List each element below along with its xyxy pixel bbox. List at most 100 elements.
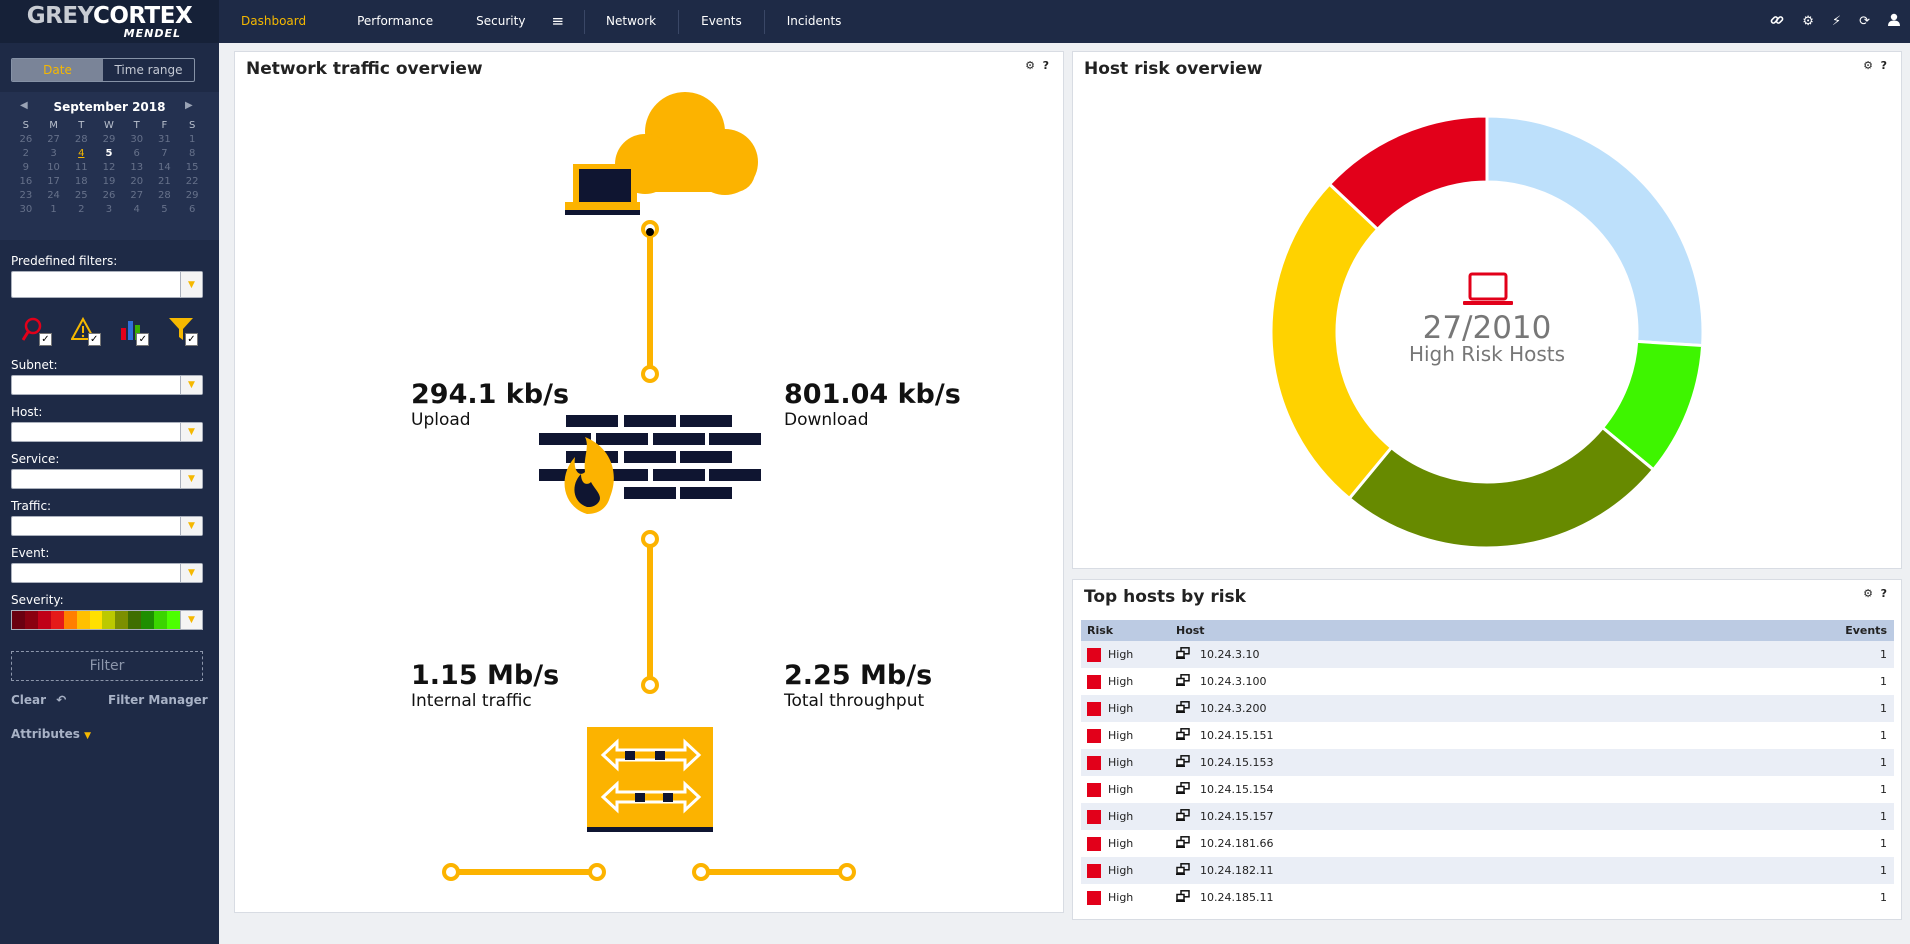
chevron-down-icon[interactable]: ▼	[180, 470, 202, 488]
calendar-day[interactable]: 19	[102, 176, 116, 187]
calendar-day[interactable]: 8	[188, 148, 196, 159]
brand-logo[interactable]: GREYCORTEX MENDEL	[0, 0, 219, 43]
hamburger-icon[interactable]: ≡	[551, 12, 565, 30]
attributes-dropdown[interactable]: Attributes ▼	[11, 727, 91, 741]
tab-performance[interactable]: Performance	[357, 14, 434, 28]
filter-button[interactable]: Filter	[11, 651, 203, 681]
calendar-day[interactable]: 10	[47, 162, 60, 173]
severity-select[interactable]: ▼	[11, 610, 203, 630]
calendar-day[interactable]: 17	[47, 176, 60, 187]
calendar-day[interactable]: 2	[22, 148, 30, 159]
calendar-day[interactable]: 30	[130, 134, 144, 145]
table-row[interactable]: High 10.24.15.157 1	[1081, 803, 1894, 830]
help-icon[interactable]: ?	[1042, 59, 1049, 72]
date-toggle-date[interactable]: Date	[12, 59, 103, 81]
traffic-select[interactable]: ▼	[11, 516, 203, 536]
gear-icon[interactable]: ⚙	[1863, 59, 1873, 72]
calendar-day[interactable]: 3	[50, 148, 57, 159]
host-address[interactable]: 10.24.15.154	[1200, 783, 1274, 796]
host-select[interactable]: ▼	[11, 422, 203, 442]
calendar-day[interactable]: 9	[22, 162, 30, 173]
calendar-day[interactable]: 31	[158, 134, 171, 145]
gear-icon[interactable]: ⚙	[1863, 587, 1873, 600]
predefined-filters-select[interactable]: ▼	[11, 271, 203, 298]
table-row[interactable]: High 10.24.185.11 1	[1081, 884, 1894, 911]
calendar-day[interactable]: 1	[50, 204, 57, 215]
calendar-day[interactable]: 4	[78, 148, 85, 159]
table-row[interactable]: High 10.24.15.153 1	[1081, 749, 1894, 776]
service-select[interactable]: ▼	[11, 469, 203, 489]
column-header-events[interactable]: Events	[1845, 624, 1887, 637]
table-row[interactable]: High 10.24.15.154 1	[1081, 776, 1894, 803]
calendar-day[interactable]: 22	[185, 176, 199, 187]
gear-icon[interactable]: ⚙	[1025, 59, 1035, 72]
filter-manager-link[interactable]: Filter Manager	[108, 693, 208, 707]
chart-icon[interactable]: ✓	[119, 316, 150, 346]
calendar-day[interactable]: 3	[105, 204, 113, 215]
calendar-day[interactable]: 23	[19, 190, 33, 201]
host-address[interactable]: 10.24.182.11	[1200, 864, 1274, 877]
calendar-day[interactable]: 27	[47, 134, 60, 145]
calendar-day[interactable]: 2	[78, 204, 85, 215]
calendar-day[interactable]: 25	[74, 190, 88, 201]
calendar-day[interactable]: 24	[47, 190, 60, 201]
host-address[interactable]: 10.24.181.66	[1200, 837, 1274, 850]
calendar-day[interactable]: 26	[102, 190, 116, 201]
chevron-down-icon[interactable]: ▼	[180, 423, 202, 441]
calendar-day[interactable]: 21	[158, 176, 171, 187]
calendar-day[interactable]: 4	[133, 204, 140, 215]
calendar-day[interactable]: 27	[130, 190, 144, 201]
settings-icon[interactable]: ⚙	[1802, 14, 1814, 29]
table-row[interactable]: High 10.24.3.100 1	[1081, 668, 1894, 695]
calendar-day[interactable]: 29	[102, 134, 116, 145]
table-row[interactable]: High 10.24.3.10 1	[1081, 641, 1894, 668]
calendar-day[interactable]: 5	[105, 148, 113, 159]
host-address[interactable]: 10.24.15.151	[1200, 729, 1274, 742]
tab-security[interactable]: Security	[476, 14, 526, 28]
host-address[interactable]: 10.24.3.200	[1200, 702, 1267, 715]
table-row[interactable]: High 10.24.181.66 1	[1081, 830, 1894, 857]
chevron-down-icon[interactable]: ▼	[179, 611, 202, 629]
calendar-prev-icon[interactable]: ◀	[20, 100, 28, 111]
calendar-day[interactable]: 26	[19, 134, 33, 145]
user-icon[interactable]	[1888, 13, 1900, 30]
calendar-day[interactable]: 6	[133, 148, 140, 159]
column-header-host[interactable]: Host	[1176, 624, 1205, 637]
help-icon[interactable]: ?	[1880, 59, 1887, 72]
table-row[interactable]: High 10.24.15.151 1	[1081, 722, 1894, 749]
chevron-down-icon[interactable]: ▼	[180, 564, 202, 582]
calendar-day[interactable]: 13	[130, 162, 144, 173]
calendar-day[interactable]: 20	[130, 176, 144, 187]
table-row[interactable]: High 10.24.3.200 1	[1081, 695, 1894, 722]
clear-button[interactable]: Clear ↶	[11, 693, 66, 707]
lightning-icon[interactable]: ⚡	[1831, 14, 1842, 29]
calendar-day[interactable]: 11	[74, 162, 88, 173]
chevron-down-icon[interactable]: ▼	[180, 272, 202, 297]
host-address[interactable]: 10.24.15.157	[1200, 810, 1274, 823]
subnet-select[interactable]: ▼	[11, 375, 203, 395]
calendar-day[interactable]: 30	[19, 204, 33, 215]
chevron-down-icon[interactable]: ▼	[180, 376, 202, 394]
calendar-day[interactable]: 14	[158, 162, 171, 173]
funnel-icon[interactable]: ✓	[168, 316, 198, 346]
chevron-down-icon[interactable]: ▼	[180, 517, 202, 535]
tab-dashboard[interactable]: Dashboard	[241, 14, 307, 28]
tab-network[interactable]: Network	[606, 14, 657, 28]
calendar-day[interactable]: 1	[188, 134, 196, 145]
calendar-day[interactable]: 15	[185, 162, 199, 173]
calendar-day[interactable]: 12	[102, 162, 116, 173]
tab-incidents[interactable]: Incidents	[786, 14, 842, 28]
link-icon[interactable]	[1770, 13, 1784, 31]
calendar-day[interactable]: 6	[188, 204, 196, 215]
date-toggle-time-range[interactable]: Time range	[114, 63, 183, 77]
host-address[interactable]: 10.24.3.10	[1200, 648, 1260, 661]
help-icon[interactable]: ?	[1880, 587, 1887, 600]
host-address[interactable]: 10.24.15.153	[1200, 756, 1274, 769]
host-address[interactable]: 10.24.185.11	[1200, 891, 1274, 904]
event-select[interactable]: ▼	[11, 563, 203, 583]
calendar-day[interactable]: 28	[158, 190, 171, 201]
table-row[interactable]: High 10.24.182.11 1	[1081, 857, 1894, 884]
calendar-day[interactable]: 18	[74, 176, 88, 187]
host-search-icon[interactable]: ✓	[21, 316, 52, 346]
calendar-day[interactable]: 5	[161, 204, 168, 215]
